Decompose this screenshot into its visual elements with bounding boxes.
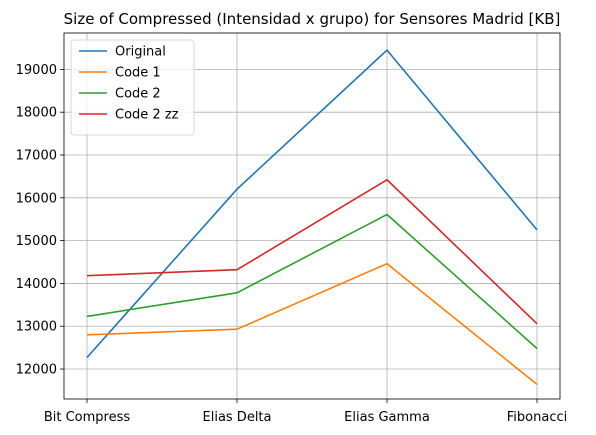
y-tick-label: 17000	[16, 149, 57, 164]
y-tick-label: 13000	[16, 320, 57, 335]
x-tick-label: Fibonacci	[507, 410, 567, 425]
series-line-code-1	[86, 262, 538, 386]
y-tick-label: 16000	[16, 191, 57, 206]
legend-label: Code 2	[115, 87, 161, 102]
chart-title: Size of Compressed (Intensidad x grupo) …	[64, 10, 561, 28]
axis-ticks: Bit Compress Elias Delta Elias Gamma Fibona…	[16, 63, 568, 425]
y-tick-label: 18000	[16, 106, 57, 121]
series-line-code-2	[86, 213, 538, 350]
legend-label: Original	[115, 45, 166, 60]
legend-label: Code 1	[115, 66, 161, 81]
series-line-code-2-zz	[86, 178, 538, 325]
y-tick-label: 14000	[16, 277, 57, 292]
series-lines	[86, 48, 538, 386]
legend: Original Code 1 Code 2 Code 2 zz	[70, 39, 195, 136]
y-tick-label: 19000	[16, 63, 57, 78]
plot-frame	[63, 32, 561, 400]
x-tick-label: Elias Gamma	[344, 410, 430, 425]
x-tick-label: Bit Compress	[44, 410, 131, 425]
x-tick-label: Elias Delta	[203, 410, 272, 425]
legend-frame	[70, 39, 195, 136]
y-tick-label: 15000	[16, 234, 57, 249]
legend-label: Code 2 zz	[115, 108, 179, 123]
y-tick-label: 12000	[16, 363, 57, 378]
